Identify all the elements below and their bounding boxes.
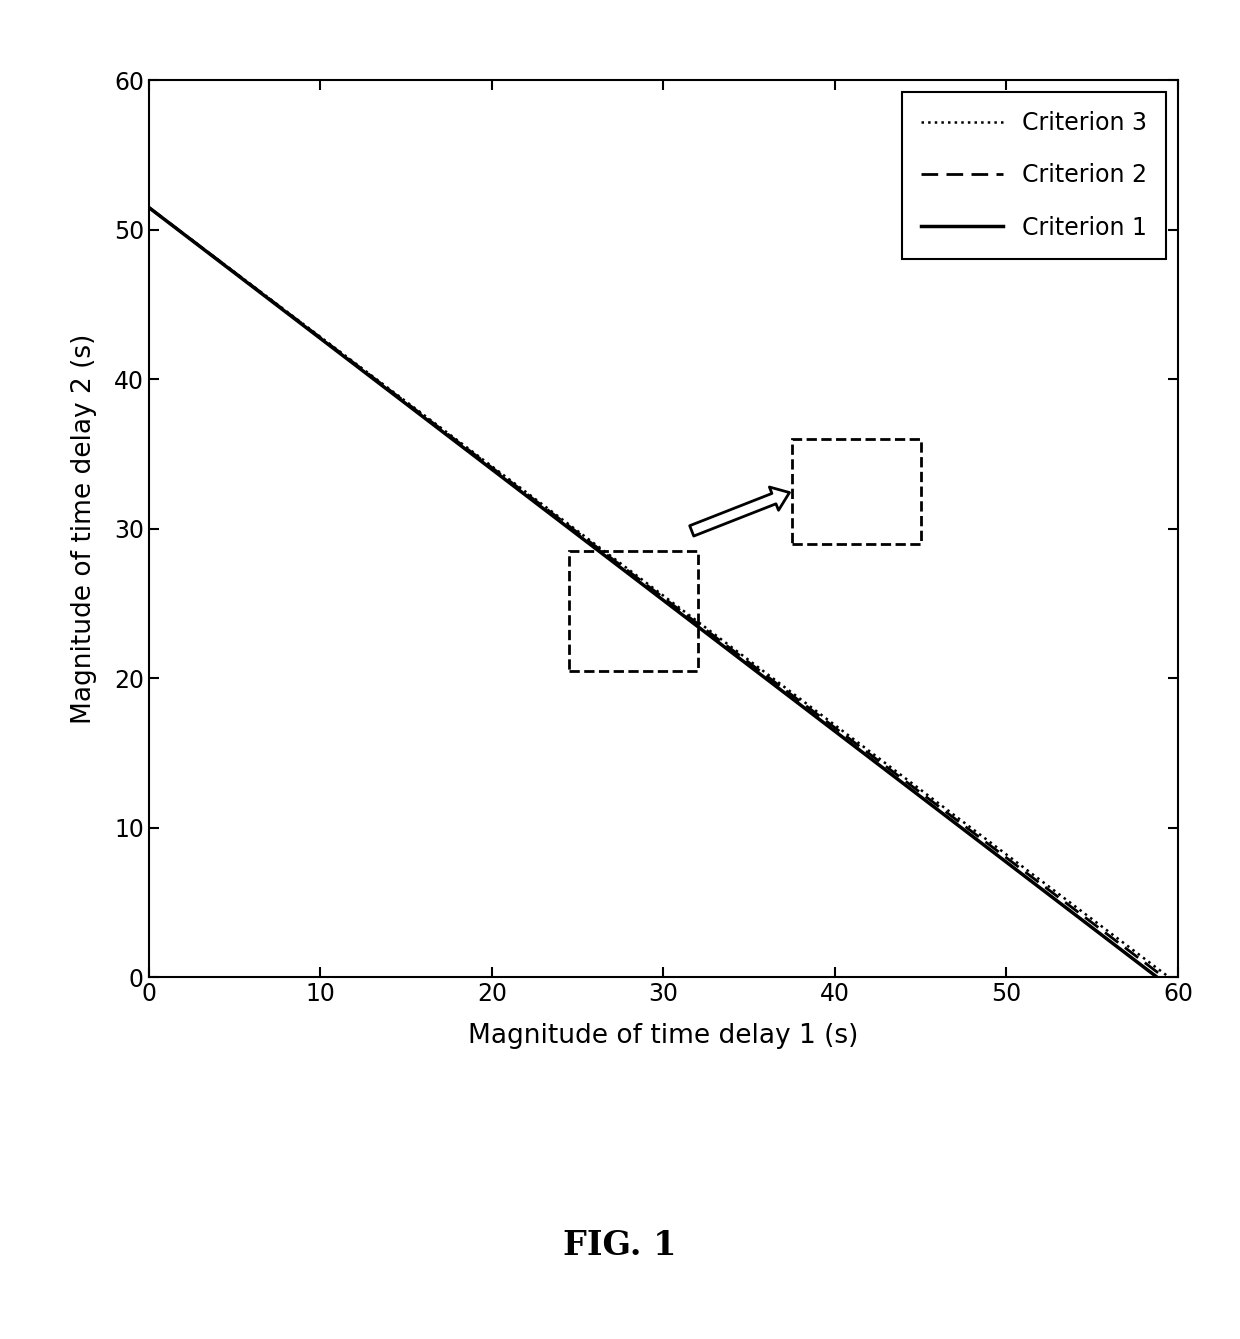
Criterion 3 [141, 200, 156, 216]
Criterion 2 [1156, 969, 1171, 986]
Criterion 3 [1161, 968, 1176, 984]
Criterion 2 [1140, 956, 1154, 972]
Criterion 1 [1094, 927, 1109, 943]
Bar [569, 552, 698, 671]
Criterion 2 [1037, 878, 1052, 894]
Criterion 3 [341, 351, 356, 367]
Criterion 1 [1148, 968, 1163, 984]
Line: Criterion 2: Criterion 2 [149, 208, 1163, 977]
Bar [792, 439, 920, 544]
X-axis label: Magnitude of time delay 1 (s): Magnitude of time delay 1 (s) [469, 1023, 858, 1048]
Line: Criterion 3: Criterion 3 [149, 208, 1168, 976]
Text: FIG. 1: FIG. 1 [563, 1229, 677, 1261]
Criterion 2 [409, 403, 424, 419]
Criterion 1 [921, 794, 936, 810]
Criterion 3 [707, 625, 722, 641]
Criterion 1 [141, 200, 156, 216]
Criterion 1 [1149, 969, 1164, 986]
Line: Criterion 1: Criterion 1 [149, 208, 1157, 977]
Y-axis label: Magnitude of time delay 2 (s): Magnitude of time delay 2 (s) [71, 333, 97, 724]
Criterion 3 [1099, 921, 1114, 937]
Criterion 2 [141, 200, 156, 216]
Criterion 1 [732, 649, 746, 665]
Criterion 2 [461, 442, 476, 458]
Criterion 1 [642, 582, 657, 599]
Criterion 3 [866, 746, 880, 762]
Criterion 3 [315, 331, 330, 347]
Legend: Criterion 3, Criterion 2, Criterion 1: Criterion 3, Criterion 2, Criterion 1 [901, 92, 1166, 258]
Criterion 3 [243, 276, 258, 292]
Criterion 2 [863, 747, 878, 763]
Criterion 1 [717, 639, 732, 655]
Criterion 2 [1090, 919, 1105, 935]
